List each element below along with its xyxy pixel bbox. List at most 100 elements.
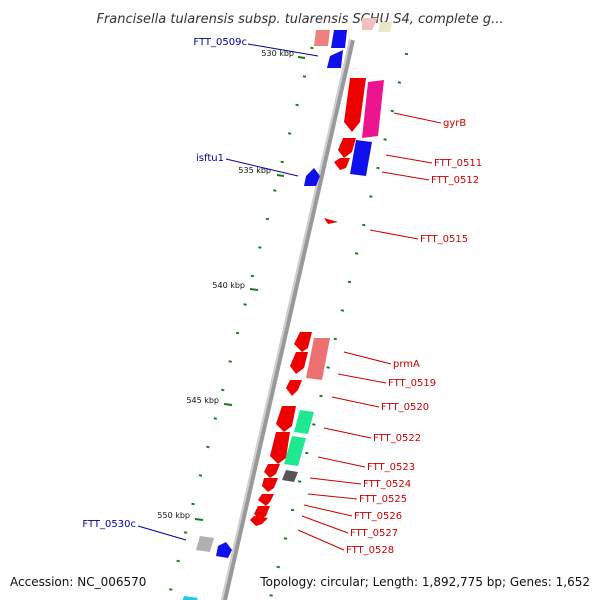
gene-mark	[270, 432, 290, 464]
label-leader-line	[385, 154, 433, 164]
gene-mark	[331, 30, 347, 48]
kbp-label: 545 kbp	[186, 396, 219, 405]
gene-mark	[362, 80, 384, 138]
gene-label-ftt-0524: FTT_0524	[363, 479, 411, 490]
label-leader-line	[337, 373, 387, 384]
ring-tick	[228, 360, 232, 363]
accession-text: Accession: NC_006570	[10, 575, 146, 589]
kbp-tick-mark	[249, 288, 259, 291]
gene-mark	[344, 78, 366, 132]
gene-mark	[362, 18, 378, 30]
ring-tick	[310, 46, 314, 50]
gene-label-ftt-0515: FTT_0515	[420, 234, 468, 245]
ring-tick	[250, 274, 255, 278]
gene-label-ftt-0525: FTT_0525	[359, 494, 407, 505]
ring-tick	[319, 394, 323, 398]
kbp-tick-mark	[297, 56, 306, 59]
gene-mark	[324, 218, 338, 224]
gene-features	[182, 18, 392, 600]
gene-mark	[196, 536, 214, 552]
gene-mark	[276, 406, 296, 432]
ring-tick	[290, 508, 295, 512]
gene-label-ftt-0520: FTT_0520	[381, 402, 429, 413]
genome-backbone	[221, 39, 355, 600]
kbp-tick-mark	[194, 518, 204, 521]
label-leader-line	[303, 504, 353, 517]
label-leader-line	[331, 396, 380, 408]
kbp-tick-mark	[223, 403, 233, 406]
kbp-scale: 530 kbp 535 kbp 540 kbp 545 kbp 550 kbp	[157, 49, 306, 521]
ring-tick	[183, 531, 188, 534]
ring-tick	[287, 132, 292, 135]
kbp-label: 535 kbp	[238, 166, 271, 175]
ring-tick	[354, 252, 359, 255]
kbp-label: 530 kbp	[261, 49, 294, 58]
gene-mark	[282, 470, 298, 482]
kbp-tick-mark	[276, 174, 285, 177]
label-leader-line	[137, 525, 187, 541]
label-leader-line	[381, 171, 430, 181]
ring-tick	[213, 417, 218, 420]
reverse-gene-labels: FTT_0509c isftu1 FTT_0530c	[82, 37, 319, 541]
gene-mark	[327, 50, 343, 68]
map-title: Francisella tularensis subsp. tularensis…	[96, 12, 503, 27]
ring-tick	[276, 565, 280, 569]
gene-label-isftu1: isftu1	[196, 153, 224, 164]
gene-mark	[334, 158, 350, 170]
gene-mark	[294, 410, 314, 434]
genome-backbone-highlight	[221, 39, 351, 600]
label-leader-line	[301, 515, 349, 534]
ring-tick	[283, 537, 288, 540]
gene-mark	[306, 338, 330, 380]
label-leader-line	[317, 456, 366, 468]
gene-mark	[314, 30, 330, 46]
kbp-label: 540 kbp	[212, 281, 245, 290]
gene-mark	[286, 380, 302, 396]
gene-mark	[338, 138, 356, 158]
tick-rings	[169, 46, 409, 597]
forward-gene-labels: gyrB FTT_0511 FTT_0512 FTT_0515 prmA FTT…	[297, 112, 482, 556]
ring-tick	[333, 337, 337, 341]
kbp-label: 550 kbp	[157, 511, 190, 520]
gene-mark	[254, 506, 270, 520]
ring-tick	[191, 502, 195, 506]
gene-mark	[350, 140, 372, 176]
gene-label-prma: prmA	[393, 359, 420, 370]
ring-tick	[383, 138, 387, 141]
ring-tick	[326, 366, 330, 369]
ring-tick	[362, 223, 366, 227]
gene-mark	[304, 168, 320, 186]
label-leader-line	[247, 43, 319, 57]
gene-label-gyrb: gyrB	[443, 118, 466, 129]
gene-label-ftt-0522: FTT_0522	[373, 433, 421, 444]
gene-label-ftt-0527: FTT_0527	[350, 528, 398, 539]
ring-tick	[176, 559, 180, 563]
gene-mark	[264, 464, 280, 478]
ring-tick	[269, 594, 273, 597]
ring-tick	[397, 81, 402, 84]
label-leader-line	[309, 477, 362, 485]
label-leader-line	[369, 229, 419, 240]
ring-tick	[305, 451, 309, 455]
topology-text: Topology: circular; Length: 1,892,775 bp…	[259, 575, 590, 589]
gene-label-ftt-0528: FTT_0528	[346, 545, 394, 556]
ring-tick	[235, 331, 240, 335]
label-leader-line	[297, 529, 345, 551]
ring-tick	[206, 445, 210, 449]
ring-tick	[280, 160, 284, 164]
gene-label-ftt-0530c: FTT_0530c	[82, 519, 136, 530]
gene-mark	[250, 516, 268, 526]
label-leader-line	[307, 493, 358, 500]
ring-tick	[221, 388, 225, 392]
ring-tick	[265, 217, 270, 221]
gene-mark	[290, 352, 308, 374]
gene-mark	[258, 494, 274, 506]
gene-mark	[182, 596, 198, 600]
ring-tick	[297, 480, 302, 483]
ring-tick	[295, 103, 299, 107]
gene-mark	[284, 436, 306, 466]
ring-tick	[302, 75, 307, 78]
ring-tick	[390, 109, 394, 113]
label-leader-line	[323, 427, 372, 439]
